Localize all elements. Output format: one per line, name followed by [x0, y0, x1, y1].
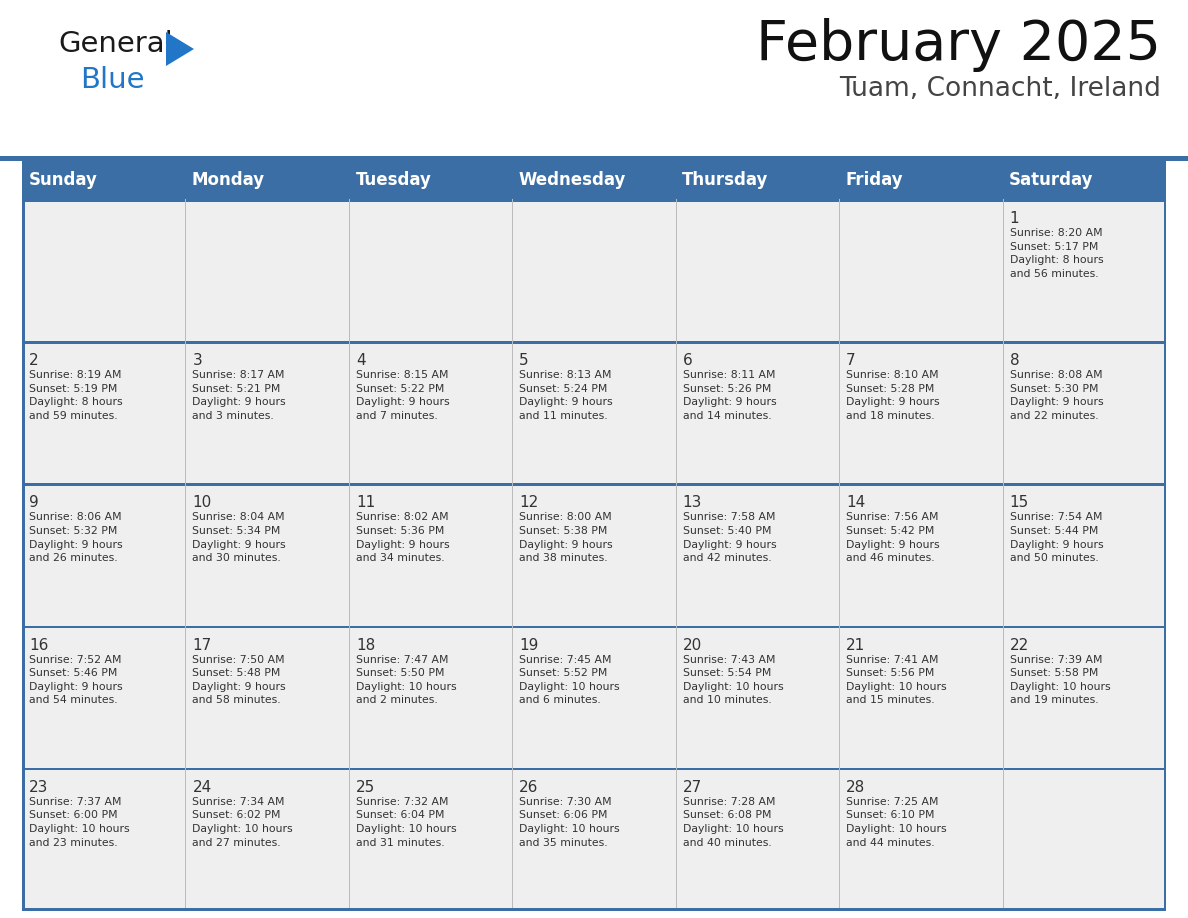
Text: Sunrise: 7:52 AM
Sunset: 5:46 PM
Daylight: 9 hours
and 54 minutes.: Sunrise: 7:52 AM Sunset: 5:46 PM Dayligh…: [29, 655, 122, 705]
Text: 8: 8: [1010, 353, 1019, 368]
Text: Sunrise: 8:17 AM
Sunset: 5:21 PM
Daylight: 9 hours
and 3 minutes.: Sunrise: 8:17 AM Sunset: 5:21 PM Dayligh…: [192, 370, 286, 421]
Text: Tuam, Connacht, Ireland: Tuam, Connacht, Ireland: [839, 76, 1161, 102]
Text: Sunrise: 7:58 AM
Sunset: 5:40 PM
Daylight: 9 hours
and 42 minutes.: Sunrise: 7:58 AM Sunset: 5:40 PM Dayligh…: [683, 512, 776, 564]
Text: 13: 13: [683, 496, 702, 510]
Text: 7: 7: [846, 353, 855, 368]
Text: 12: 12: [519, 496, 538, 510]
Text: Sunrise: 8:02 AM
Sunset: 5:36 PM
Daylight: 9 hours
and 34 minutes.: Sunrise: 8:02 AM Sunset: 5:36 PM Dayligh…: [356, 512, 449, 564]
Bar: [23, 161, 25, 910]
Text: 15: 15: [1010, 496, 1029, 510]
Bar: [23, 484, 1165, 486]
Text: 1: 1: [1010, 211, 1019, 226]
Text: 21: 21: [846, 638, 865, 653]
Text: Tuesday: Tuesday: [355, 171, 431, 189]
Text: Sunrise: 7:45 AM
Sunset: 5:52 PM
Daylight: 10 hours
and 6 minutes.: Sunrise: 7:45 AM Sunset: 5:52 PM Dayligh…: [519, 655, 620, 705]
Bar: [23, 341, 1165, 484]
Bar: [23, 341, 1165, 343]
Bar: [23, 767, 1165, 770]
Bar: [1163, 161, 1165, 910]
Text: Sunrise: 8:19 AM
Sunset: 5:19 PM
Daylight: 8 hours
and 59 minutes.: Sunrise: 8:19 AM Sunset: 5:19 PM Dayligh…: [29, 370, 122, 421]
Text: 6: 6: [683, 353, 693, 368]
Polygon shape: [166, 32, 194, 66]
Bar: [23, 625, 1165, 628]
Text: 16: 16: [29, 638, 49, 653]
Text: 5: 5: [519, 353, 529, 368]
Text: Sunrise: 8:06 AM
Sunset: 5:32 PM
Daylight: 9 hours
and 26 minutes.: Sunrise: 8:06 AM Sunset: 5:32 PM Dayligh…: [29, 512, 122, 564]
Bar: [23, 767, 1165, 910]
Text: Monday: Monday: [192, 171, 265, 189]
Text: Sunrise: 8:11 AM
Sunset: 5:26 PM
Daylight: 9 hours
and 14 minutes.: Sunrise: 8:11 AM Sunset: 5:26 PM Dayligh…: [683, 370, 776, 421]
Text: Blue: Blue: [80, 66, 145, 94]
Text: February 2025: February 2025: [756, 18, 1161, 72]
Bar: [23, 908, 1165, 911]
Text: 18: 18: [356, 638, 375, 653]
Text: Sunrise: 7:54 AM
Sunset: 5:44 PM
Daylight: 9 hours
and 50 minutes.: Sunrise: 7:54 AM Sunset: 5:44 PM Dayligh…: [1010, 512, 1104, 564]
Text: Sunrise: 7:47 AM
Sunset: 5:50 PM
Daylight: 10 hours
and 2 minutes.: Sunrise: 7:47 AM Sunset: 5:50 PM Dayligh…: [356, 655, 456, 705]
Text: Sunday: Sunday: [29, 171, 97, 189]
Text: Sunrise: 8:08 AM
Sunset: 5:30 PM
Daylight: 9 hours
and 22 minutes.: Sunrise: 8:08 AM Sunset: 5:30 PM Dayligh…: [1010, 370, 1104, 421]
Text: 27: 27: [683, 779, 702, 795]
Text: Sunrise: 7:39 AM
Sunset: 5:58 PM
Daylight: 10 hours
and 19 minutes.: Sunrise: 7:39 AM Sunset: 5:58 PM Dayligh…: [1010, 655, 1111, 705]
Text: 25: 25: [356, 779, 375, 795]
Text: 4: 4: [356, 353, 366, 368]
Text: 14: 14: [846, 496, 865, 510]
Bar: [23, 161, 1165, 199]
Bar: [0, 156, 1188, 161]
Text: Wednesday: Wednesday: [519, 171, 626, 189]
Bar: [23, 625, 1165, 767]
Text: Sunrise: 7:50 AM
Sunset: 5:48 PM
Daylight: 9 hours
and 58 minutes.: Sunrise: 7:50 AM Sunset: 5:48 PM Dayligh…: [192, 655, 286, 705]
Text: 24: 24: [192, 779, 211, 795]
Text: 2: 2: [29, 353, 39, 368]
Text: Sunrise: 8:10 AM
Sunset: 5:28 PM
Daylight: 9 hours
and 18 minutes.: Sunrise: 8:10 AM Sunset: 5:28 PM Dayligh…: [846, 370, 940, 421]
Text: 19: 19: [519, 638, 538, 653]
Text: Sunrise: 7:32 AM
Sunset: 6:04 PM
Daylight: 10 hours
and 31 minutes.: Sunrise: 7:32 AM Sunset: 6:04 PM Dayligh…: [356, 797, 456, 847]
Text: Sunrise: 7:41 AM
Sunset: 5:56 PM
Daylight: 10 hours
and 15 minutes.: Sunrise: 7:41 AM Sunset: 5:56 PM Dayligh…: [846, 655, 947, 705]
Text: 10: 10: [192, 496, 211, 510]
Text: Sunrise: 7:28 AM
Sunset: 6:08 PM
Daylight: 10 hours
and 40 minutes.: Sunrise: 7:28 AM Sunset: 6:08 PM Dayligh…: [683, 797, 783, 847]
Text: 9: 9: [29, 496, 39, 510]
Text: Thursday: Thursday: [682, 171, 769, 189]
Text: 20: 20: [683, 638, 702, 653]
Text: Sunrise: 8:04 AM
Sunset: 5:34 PM
Daylight: 9 hours
and 30 minutes.: Sunrise: 8:04 AM Sunset: 5:34 PM Dayligh…: [192, 512, 286, 564]
Bar: [23, 199, 1165, 341]
Text: 3: 3: [192, 353, 202, 368]
Text: 26: 26: [519, 779, 538, 795]
Text: Saturday: Saturday: [1009, 171, 1094, 189]
Text: Friday: Friday: [846, 171, 903, 189]
Text: 28: 28: [846, 779, 865, 795]
Text: 22: 22: [1010, 638, 1029, 653]
Text: Sunrise: 8:00 AM
Sunset: 5:38 PM
Daylight: 9 hours
and 38 minutes.: Sunrise: 8:00 AM Sunset: 5:38 PM Dayligh…: [519, 512, 613, 564]
Text: Sunrise: 7:30 AM
Sunset: 6:06 PM
Daylight: 10 hours
and 35 minutes.: Sunrise: 7:30 AM Sunset: 6:06 PM Dayligh…: [519, 797, 620, 847]
Text: 17: 17: [192, 638, 211, 653]
Text: Sunrise: 7:43 AM
Sunset: 5:54 PM
Daylight: 10 hours
and 10 minutes.: Sunrise: 7:43 AM Sunset: 5:54 PM Dayligh…: [683, 655, 783, 705]
Text: Sunrise: 7:34 AM
Sunset: 6:02 PM
Daylight: 10 hours
and 27 minutes.: Sunrise: 7:34 AM Sunset: 6:02 PM Dayligh…: [192, 797, 293, 847]
Text: Sunrise: 8:15 AM
Sunset: 5:22 PM
Daylight: 9 hours
and 7 minutes.: Sunrise: 8:15 AM Sunset: 5:22 PM Dayligh…: [356, 370, 449, 421]
Text: Sunrise: 7:56 AM
Sunset: 5:42 PM
Daylight: 9 hours
and 46 minutes.: Sunrise: 7:56 AM Sunset: 5:42 PM Dayligh…: [846, 512, 940, 564]
Text: 11: 11: [356, 496, 375, 510]
Bar: [23, 199, 1165, 201]
Text: Sunrise: 8:20 AM
Sunset: 5:17 PM
Daylight: 8 hours
and 56 minutes.: Sunrise: 8:20 AM Sunset: 5:17 PM Dayligh…: [1010, 228, 1104, 279]
Text: Sunrise: 7:37 AM
Sunset: 6:00 PM
Daylight: 10 hours
and 23 minutes.: Sunrise: 7:37 AM Sunset: 6:00 PM Dayligh…: [29, 797, 129, 847]
Bar: [23, 484, 1165, 625]
Text: Sunrise: 7:25 AM
Sunset: 6:10 PM
Daylight: 10 hours
and 44 minutes.: Sunrise: 7:25 AM Sunset: 6:10 PM Dayligh…: [846, 797, 947, 847]
Text: Sunrise: 8:13 AM
Sunset: 5:24 PM
Daylight: 9 hours
and 11 minutes.: Sunrise: 8:13 AM Sunset: 5:24 PM Dayligh…: [519, 370, 613, 421]
Text: General: General: [58, 30, 172, 58]
Text: 23: 23: [29, 779, 49, 795]
